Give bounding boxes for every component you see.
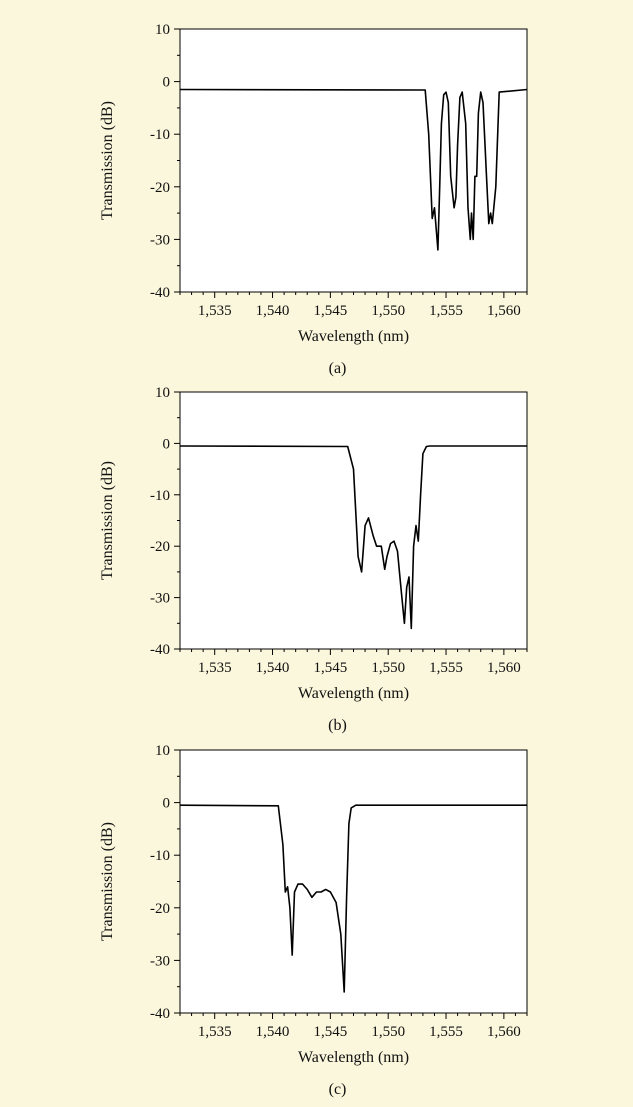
x-tick-label: 1,550 — [371, 303, 405, 319]
y-tick-label: 10 — [155, 385, 170, 401]
y-tick-label: -20 — [150, 539, 170, 555]
x-tick-label: 1,560 — [487, 1024, 521, 1040]
y-axis-title: Transmission (dB) — [99, 461, 116, 580]
y-tick-label: -10 — [150, 488, 170, 504]
series-line-3 — [179, 804, 527, 993]
y-tick-label: 10 — [155, 743, 170, 759]
x-axis-title: Wavelength (nm) — [298, 1049, 409, 1066]
y-tick-label: -40 — [150, 642, 170, 658]
x-tick-label: 1,545 — [313, 1024, 347, 1040]
series-line-2 — [179, 445, 527, 630]
x-tick-label: 1,555 — [429, 303, 463, 319]
y-axis-title: Transmission (dB) — [99, 101, 116, 220]
x-tick-label: 1,555 — [429, 660, 463, 676]
x-tick-label: 1,540 — [256, 303, 290, 319]
series-line-1 — [179, 88, 528, 251]
y-tick-label: -30 — [150, 591, 170, 607]
y-tick-label: 0 — [163, 436, 171, 452]
x-axis-title: Wavelength (nm) — [298, 685, 409, 702]
y-tick-label: 0 — [163, 796, 171, 812]
y-tick-label: -40 — [150, 1006, 170, 1022]
x-tick-label: 1,535 — [198, 660, 232, 676]
y-tick-label: -30 — [150, 232, 170, 248]
y-tick-label: -30 — [150, 953, 170, 969]
x-tick-label: 1,535 — [198, 1024, 232, 1040]
x-tick-label: 1,550 — [371, 660, 405, 676]
y-tick-label: -10 — [150, 848, 170, 864]
y-tick-label: 10 — [155, 22, 170, 38]
x-tick-label: 1,560 — [487, 660, 521, 676]
y-tick-label: 0 — [163, 75, 171, 91]
plot-frame-1 — [179, 28, 528, 293]
x-tick-label: 1,550 — [371, 1024, 405, 1040]
y-tick-label: -10 — [150, 127, 170, 143]
x-tick-label: 1,545 — [313, 303, 347, 319]
plot-frame-3 — [179, 749, 528, 1014]
chart-caption: (b) — [328, 717, 347, 734]
y-axis-title: Transmission (dB) — [99, 822, 116, 941]
y-tick-label: -20 — [150, 901, 170, 917]
x-tick-label: 1,560 — [487, 303, 521, 319]
x-axis-title: Wavelength (nm) — [298, 328, 409, 345]
x-tick-label: 1,535 — [198, 303, 232, 319]
y-tick-label: -40 — [150, 285, 170, 301]
x-tick-label: 1,555 — [429, 1024, 463, 1040]
chart-caption: (a) — [329, 360, 347, 377]
x-tick-label: 1,540 — [256, 660, 290, 676]
plot-frame-2 — [179, 391, 528, 650]
chart-caption: (c) — [329, 1081, 347, 1098]
x-tick-label: 1,545 — [313, 660, 347, 676]
y-tick-label: -20 — [150, 180, 170, 196]
x-tick-label: 1,540 — [256, 1024, 290, 1040]
